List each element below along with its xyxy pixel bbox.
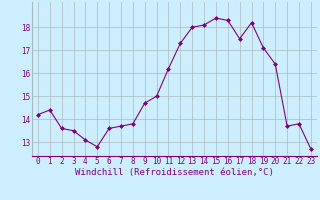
X-axis label: Windchill (Refroidissement éolien,°C): Windchill (Refroidissement éolien,°C)	[75, 168, 274, 177]
